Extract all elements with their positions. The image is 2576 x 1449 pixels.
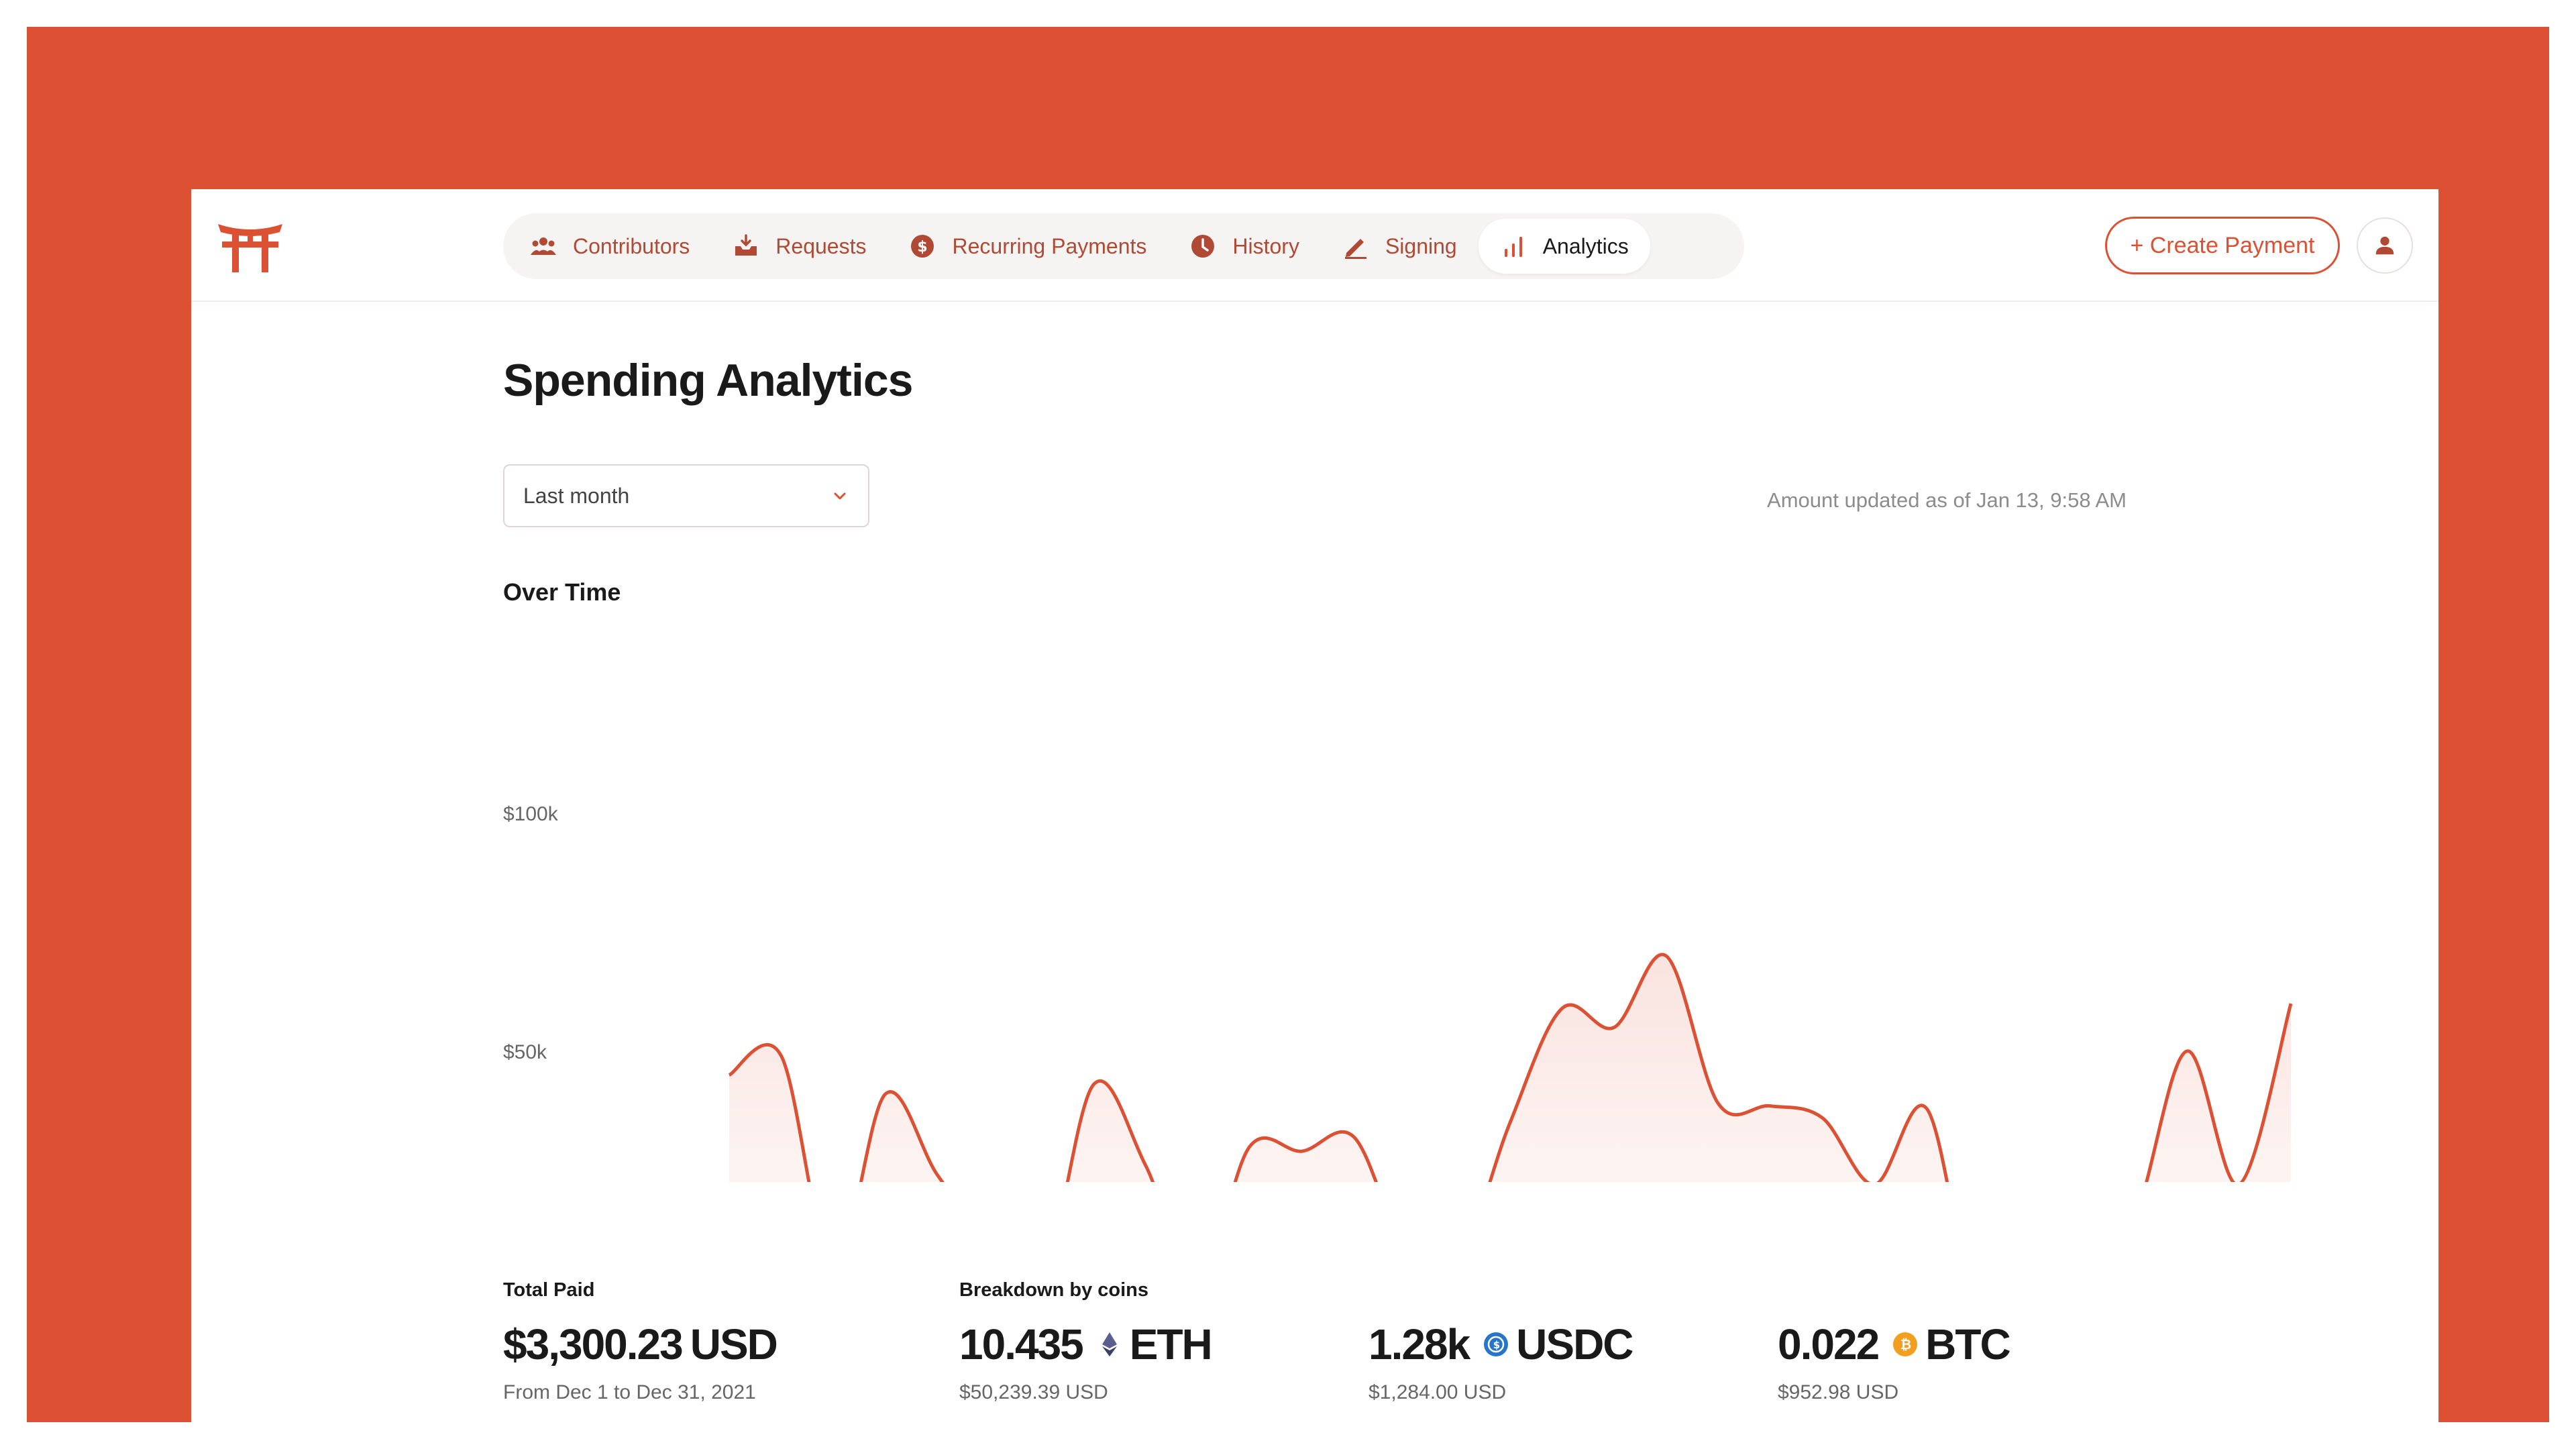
data-point[interactable] xyxy=(2289,1002,2293,1006)
data-point[interactable] xyxy=(1091,1083,1095,1087)
coin-btc-amount: 0.022 xyxy=(1778,1320,1880,1368)
coin-eth-symbol: ETH xyxy=(1129,1320,1213,1368)
user-icon xyxy=(2375,236,2394,255)
main-nav: Contributors Requests $ Recurring Paymen… xyxy=(503,213,1744,279)
data-point[interactable] xyxy=(2185,1049,2189,1053)
coin-btc-value: 0.022 ₿ BTC xyxy=(1778,1320,2011,1369)
total-paid-unit: USD xyxy=(690,1320,778,1368)
data-point[interactable] xyxy=(1300,1149,1304,1153)
nav-item-history[interactable]: History xyxy=(1168,219,1321,274)
nav-item-analytics[interactable]: Analytics xyxy=(1478,219,1650,274)
bar-chart-icon xyxy=(1500,233,1527,260)
chevron-down-icon xyxy=(834,492,846,500)
nav-label-requests: Requests xyxy=(775,233,867,258)
clock-icon xyxy=(1189,233,1216,260)
coin-eth-usd: $50,239.39 USD xyxy=(959,1381,1108,1403)
y-tick-label: $100k xyxy=(503,803,559,825)
brand-background: Contributors Requests $ Recurring Paymen… xyxy=(27,27,2549,1422)
create-payment-button[interactable]: + Create Payment xyxy=(2105,217,2340,274)
time-range-value: Last month xyxy=(523,483,630,508)
y-tick-label: $50k xyxy=(503,1041,547,1063)
coin-usdc-value: 1.28k $ USDC xyxy=(1368,1320,1634,1369)
coin-eth-amount: 10.435 xyxy=(959,1320,1084,1368)
data-point[interactable] xyxy=(1716,1102,1720,1106)
page-title: Spending Analytics xyxy=(503,355,913,406)
coin-btc-symbol: BTC xyxy=(1925,1320,2011,1368)
chart-section-title: Over Time xyxy=(503,578,621,606)
nav-label-signing: Signing xyxy=(1385,233,1457,258)
total-paid-label: Total Paid xyxy=(503,1279,595,1301)
nav-label-analytics: Analytics xyxy=(1542,233,1629,258)
top-header: Contributors Requests $ Recurring Paymen… xyxy=(191,189,2438,302)
data-point[interactable] xyxy=(1352,1135,1356,1139)
updated-timestamp: Amount updated as of Jan 13, 9:58 AM xyxy=(1767,488,2127,512)
nav-item-signing[interactable]: Signing xyxy=(1321,219,1479,274)
data-point[interactable] xyxy=(1508,1121,1512,1125)
data-point[interactable] xyxy=(883,1092,888,1096)
dollar-circle-icon: $ xyxy=(909,233,936,260)
time-range-select[interactable]: Last month xyxy=(503,464,869,527)
coin-usdc-amount: 1.28k xyxy=(1368,1320,1470,1368)
data-point[interactable] xyxy=(1768,1104,1772,1108)
torii-logo-icon[interactable] xyxy=(215,217,285,272)
total-paid-amount: $3,300.23 xyxy=(503,1320,684,1368)
data-point[interactable] xyxy=(1664,954,1668,958)
nav-label-recurring-payments: Recurring Payments xyxy=(952,233,1147,258)
series-area xyxy=(729,954,2291,1182)
svg-text:₿: ₿ xyxy=(1900,1336,1911,1352)
data-point[interactable] xyxy=(780,1054,784,1058)
nav-label-contributors: Contributors xyxy=(573,233,690,258)
inbox-icon xyxy=(733,233,759,260)
data-point[interactable] xyxy=(1925,1106,1929,1110)
eth-icon xyxy=(1096,1331,1123,1358)
data-point[interactable] xyxy=(1560,1006,1564,1010)
data-point[interactable] xyxy=(935,1173,939,1177)
data-point[interactable] xyxy=(1144,1163,1148,1167)
nav-item-contributors[interactable]: Contributors xyxy=(508,219,711,274)
coin-eth-value: 10.435 ETH xyxy=(959,1320,1213,1369)
total-paid-range: From Dec 1 to Dec 31, 2021 xyxy=(503,1381,756,1403)
spending-over-time-chart: $0$50k$100kDec 1471013161922252831 xyxy=(503,803,2293,1182)
contributors-icon xyxy=(530,233,557,260)
breakdown-label: Breakdown by coins xyxy=(959,1279,1149,1301)
app-window: Contributors Requests $ Recurring Paymen… xyxy=(191,189,2438,1422)
pen-icon xyxy=(1342,233,1369,260)
series-line xyxy=(728,953,2293,1182)
data-point[interactable] xyxy=(1612,1026,1616,1030)
svg-text:$: $ xyxy=(918,239,928,256)
data-point[interactable] xyxy=(727,1073,731,1077)
total-paid-value: $3,300.23 USD xyxy=(503,1320,778,1369)
user-avatar-button[interactable] xyxy=(2357,217,2413,274)
btc-icon: ₿ xyxy=(1892,1331,1919,1358)
nav-item-recurring-payments[interactable]: $ Recurring Payments xyxy=(888,219,1168,274)
coin-usdc-symbol: USDC xyxy=(1516,1320,1633,1368)
data-point[interactable] xyxy=(1248,1144,1252,1148)
coin-btc-usd: $952.98 USD xyxy=(1778,1381,1899,1403)
coin-usdc-usd: $1,284.00 USD xyxy=(1368,1381,1507,1403)
nav-item-requests[interactable]: Requests xyxy=(711,219,888,274)
usdc-icon: $ xyxy=(1483,1331,1509,1358)
data-point[interactable] xyxy=(1821,1116,1825,1120)
nav-label-history: History xyxy=(1232,233,1299,258)
